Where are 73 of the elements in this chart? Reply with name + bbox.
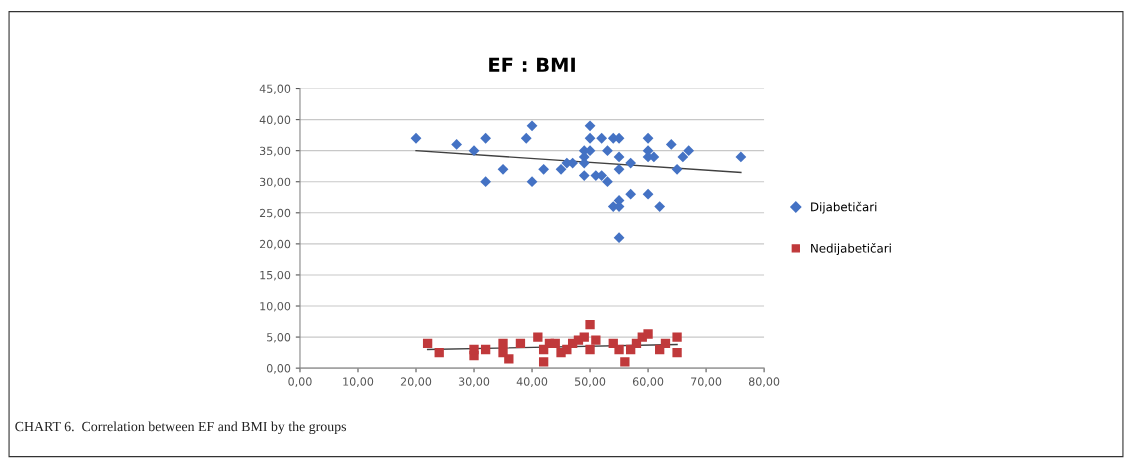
point	[515, 338, 526, 348]
point	[520, 132, 532, 144]
point	[434, 347, 444, 358]
point	[665, 139, 677, 150]
point	[480, 132, 492, 144]
point	[683, 145, 695, 157]
point	[579, 332, 589, 342]
y-tick-label: 45,00	[259, 84, 291, 95]
x-tick-label: 10,00	[343, 377, 374, 387]
point	[596, 132, 608, 144]
point	[498, 338, 508, 348]
point	[654, 201, 666, 212]
point	[533, 332, 543, 342]
point	[451, 139, 462, 150]
point	[584, 132, 596, 144]
point	[468, 145, 480, 157]
point	[578, 170, 590, 181]
point	[671, 163, 683, 175]
y-tick-label: 40,00	[259, 115, 291, 126]
point	[555, 163, 567, 175]
point	[613, 151, 625, 163]
x-tick-label: 30,00	[458, 377, 490, 387]
point	[613, 232, 625, 244]
point	[660, 338, 671, 348]
y-tick-label: 20,00	[259, 239, 291, 250]
point	[504, 354, 514, 364]
point	[642, 188, 654, 200]
point	[602, 145, 613, 157]
point	[585, 319, 595, 330]
x-tick-label: 70,00	[691, 377, 722, 387]
point	[469, 344, 479, 355]
legend-label: Dijabetičari	[811, 201, 877, 214]
point	[735, 151, 747, 163]
point	[677, 151, 689, 163]
point	[538, 357, 549, 367]
legend-label: Nedijabetičari	[811, 243, 891, 255]
point	[526, 176, 538, 188]
point	[480, 176, 492, 188]
x-tick-label: 60,00	[632, 377, 664, 387]
x-tick-label: 20,00	[400, 377, 432, 387]
caption: CHART 6. Correlation between EF and BMI by the groups	[15, 421, 347, 435]
x-tick-label: 0,00	[288, 377, 312, 387]
point	[620, 357, 630, 367]
point	[585, 344, 595, 355]
point	[642, 132, 654, 144]
x-tick-label: 80,00	[748, 377, 780, 387]
x-tick-label: 50,00	[575, 377, 606, 387]
point	[410, 132, 422, 144]
y-tick-label: 15,00	[260, 270, 291, 281]
point	[480, 344, 491, 355]
y-tick-label: 10,00	[260, 301, 291, 312]
y-tick-label: 0,00	[266, 364, 291, 374]
y-tick-label: 30,00	[259, 177, 291, 188]
y-tick-label: 35,00	[259, 146, 291, 157]
point	[591, 335, 601, 345]
point	[538, 163, 550, 175]
point	[643, 329, 653, 339]
y-tick-label: 5,00	[267, 333, 291, 343]
point	[625, 157, 637, 169]
point	[672, 347, 682, 358]
point	[422, 338, 433, 348]
y-tick-label: 25,00	[259, 208, 291, 219]
point	[602, 176, 613, 188]
chart-title: EF : BMI	[489, 57, 575, 72]
point	[613, 163, 625, 175]
point	[584, 120, 596, 132]
point	[625, 188, 637, 200]
point	[614, 344, 624, 355]
point	[526, 120, 538, 132]
point	[497, 163, 509, 175]
point	[672, 332, 682, 342]
point	[550, 338, 560, 348]
x-tick-label: 40,00	[516, 377, 548, 387]
